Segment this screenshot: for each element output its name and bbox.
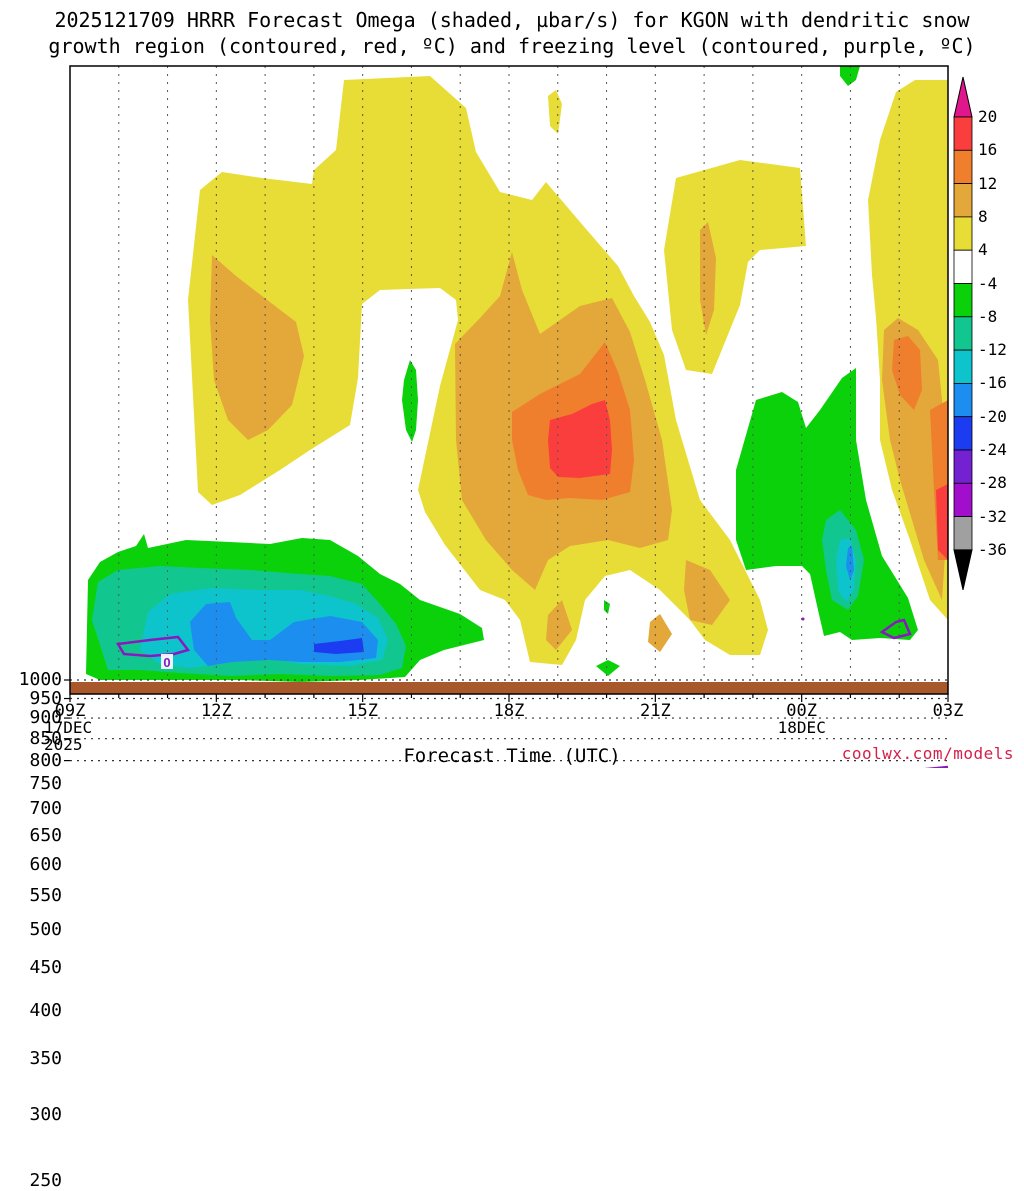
colorbar [953, 76, 973, 591]
colorbar-bin-3 [953, 183, 973, 218]
colorbar-label: -4 [978, 273, 998, 293]
freezing-dot [801, 617, 805, 621]
colorbar-label: 20 [978, 107, 998, 126]
y-tick-label: 800 [29, 749, 62, 771]
x-tick-label: 18Z [493, 701, 525, 721]
omega-shading [86, 66, 948, 682]
chart-title-line-2: growth region (contoured, red, ºC) and f… [48, 34, 976, 58]
credit-link[interactable]: coolwx.com/models [841, 744, 1014, 763]
x-tick-label: 21Z [639, 701, 671, 721]
y-tick-label: 700 [29, 797, 62, 819]
y-tick-label: 500 [29, 919, 62, 941]
freezing-loop-west [115, 635, 191, 658]
colorbar-bin-5 [953, 249, 973, 284]
y-tick-label: 400 [29, 999, 62, 1021]
chart-title-line-1: 2025121709 HRRR Forecast Omega (shaded, … [54, 8, 970, 32]
colorbar-label: 8 [978, 206, 988, 226]
colorbar-bin-7 [953, 316, 973, 351]
y-tick-label: 850 [29, 727, 62, 749]
colorbar-label: 16 [978, 140, 998, 160]
omega-region-upward-east [664, 160, 806, 374]
y-tick-label: 1000 [18, 669, 62, 690]
omega-region-12-16-east [892, 336, 948, 560]
omega-region-8-12-west [210, 255, 304, 440]
colorbar-label: 12 [978, 173, 998, 193]
colorbar-label: -20 [978, 406, 1007, 426]
colorbar-label: -8 [978, 306, 998, 326]
freezing-label-bg-2 [161, 654, 173, 669]
axis-ticks [64, 679, 949, 762]
x-tick-sublabel: 2025 [44, 735, 83, 754]
freezing-loop-east [879, 618, 912, 640]
colorbar-label: -24 [978, 440, 1007, 459]
freezing-level-contour: 000 [115, 617, 949, 768]
y-tick-label: 750 [29, 772, 62, 794]
colorbar-bin-13 [953, 516, 973, 551]
omega-region-sink-east [736, 368, 918, 640]
x-tick-label: 12Z [200, 701, 232, 721]
colorbar-bin-2 [953, 149, 973, 185]
colorbar-bin-9 [953, 382, 973, 418]
y-tick-label: 900 [29, 707, 62, 729]
x-tick-sublabel: 17DEC [44, 718, 93, 737]
x-axis-title: Forecast Time (UTC) [403, 745, 621, 767]
y-tick-label: 550 [29, 884, 62, 906]
colorbar-label: -12 [978, 340, 1007, 360]
x-tick-label: 15Z [347, 701, 379, 721]
colorbar-label: -16 [978, 373, 1007, 393]
colorbar-bin-12 [953, 482, 973, 517]
colorbar-triangle-top [953, 76, 973, 118]
y-tick-label: 600 [29, 853, 62, 875]
colorbar-label: -32 [978, 506, 1007, 526]
y-tick-label: 350 [29, 1048, 62, 1070]
colorbar-bin-8 [953, 349, 973, 384]
omega-region-sink-24 [314, 638, 364, 654]
colorbar-bin-6 [953, 283, 973, 318]
x-tick-label: 00Z [786, 701, 818, 721]
omega-region-8-12-dots [546, 600, 672, 652]
omega-region-sink-thin [402, 360, 418, 442]
y-tick-label: 250 [29, 1169, 62, 1191]
colorbar-bin-4 [953, 216, 973, 251]
omega-cross-section-chart: -18 000 [64, 65, 973, 768]
y-tick-label: 650 [29, 824, 62, 846]
omega-region-16-20-east [936, 484, 948, 560]
omega-region-small-top [548, 90, 562, 134]
x-tick-label: 09Z [54, 701, 86, 721]
colorbar-label: 4 [978, 240, 988, 260]
x-tick-sublabel: 18DEC [777, 718, 826, 737]
freezing-label-2: 0 [163, 655, 170, 670]
colorbar-bin-10 [953, 416, 973, 451]
colorbar-bin-1 [953, 116, 973, 151]
colorbar-bin-11 [953, 449, 973, 484]
omega-region-16-20-core [548, 400, 612, 478]
x-tick-label: 03Z [932, 701, 964, 721]
y-tick-label: 950 [29, 687, 62, 709]
colorbar-label: -36 [978, 539, 1007, 559]
y-tick-label: 300 [29, 1103, 62, 1125]
omega-region-8-12-farsouth [684, 560, 730, 625]
ground-strip [70, 682, 948, 694]
colorbar-label: -28 [978, 473, 1007, 493]
y-tick-label: 450 [29, 957, 62, 979]
colorbar-triangle-bottom [953, 549, 973, 591]
plot-grid [70, 66, 948, 762]
